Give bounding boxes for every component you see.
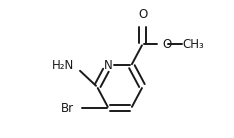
- Text: O: O: [163, 38, 172, 51]
- Text: N: N: [104, 59, 113, 72]
- Text: O: O: [138, 8, 147, 21]
- Text: Br: Br: [61, 102, 74, 115]
- Text: H₂N: H₂N: [52, 59, 74, 72]
- Text: CH₃: CH₃: [183, 38, 204, 51]
